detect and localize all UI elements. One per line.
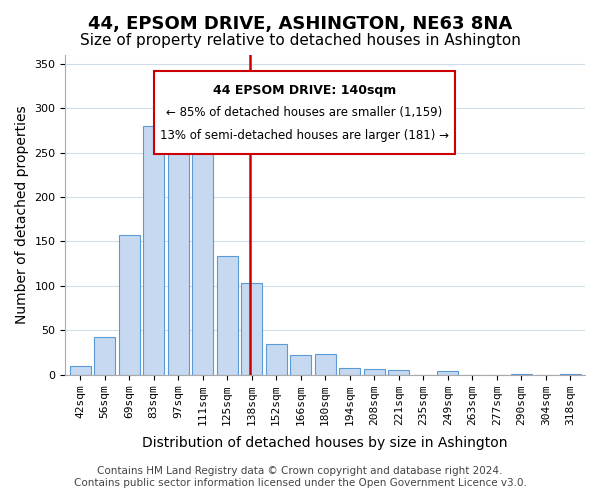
Bar xyxy=(192,146,213,374)
Text: Contains HM Land Registry data © Crown copyright and database right 2024.
Contai: Contains HM Land Registry data © Crown c… xyxy=(74,466,526,487)
Bar xyxy=(217,256,238,374)
Bar xyxy=(94,338,115,374)
Bar xyxy=(290,355,311,374)
Text: 44 EPSOM DRIVE: 140sqm: 44 EPSOM DRIVE: 140sqm xyxy=(213,84,396,97)
Bar xyxy=(70,366,91,374)
FancyBboxPatch shape xyxy=(154,71,455,154)
Bar xyxy=(266,344,287,374)
Bar xyxy=(364,370,385,374)
Text: ← 85% of detached houses are smaller (1,159): ← 85% of detached houses are smaller (1,… xyxy=(166,106,443,119)
Text: Size of property relative to detached houses in Ashington: Size of property relative to detached ho… xyxy=(80,32,520,48)
Bar xyxy=(339,368,360,374)
Bar xyxy=(241,283,262,374)
Bar xyxy=(143,126,164,374)
Bar xyxy=(388,370,409,374)
X-axis label: Distribution of detached houses by size in Ashington: Distribution of detached houses by size … xyxy=(142,436,508,450)
Text: 13% of semi-detached houses are larger (181) →: 13% of semi-detached houses are larger (… xyxy=(160,128,449,141)
Bar xyxy=(315,354,335,374)
Text: 44, EPSOM DRIVE, ASHINGTON, NE63 8NA: 44, EPSOM DRIVE, ASHINGTON, NE63 8NA xyxy=(88,15,512,33)
Bar xyxy=(437,371,458,374)
Bar xyxy=(119,236,140,374)
Y-axis label: Number of detached properties: Number of detached properties xyxy=(15,106,29,324)
Bar xyxy=(168,124,188,374)
